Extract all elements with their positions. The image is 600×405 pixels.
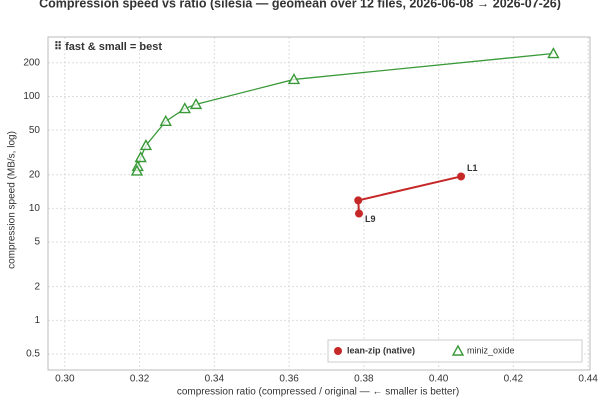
point	[354, 209, 363, 218]
legend-marker	[334, 347, 342, 355]
point	[287, 72, 301, 85]
series-line	[136, 52, 554, 172]
point	[134, 151, 147, 163]
y-tick-label: 50	[29, 125, 41, 136]
point-label: L9	[365, 214, 376, 224]
x-axis-label: compression ratio (compressed / original…	[177, 387, 459, 398]
legend-label: miniz_oxide	[467, 345, 515, 355]
point	[189, 97, 203, 110]
point	[130, 164, 144, 176]
x-tick-label: 0.34	[205, 374, 225, 385]
y-tick-label: 0.5	[26, 349, 40, 360]
x-tick-label: 0.44	[578, 374, 598, 385]
y-tick-label: 2	[34, 281, 40, 292]
x-tick-label: 0.38	[354, 374, 374, 385]
y-tick-label: 100	[23, 91, 40, 102]
point	[354, 196, 363, 205]
point	[159, 114, 172, 127]
point	[178, 102, 191, 114]
x-tick-label: 0.32	[130, 374, 150, 385]
point-label: L1	[467, 163, 478, 173]
y-axis-label: compression speed (MB/s, log)	[7, 131, 18, 269]
annotation: ⠿ fast & small = best	[54, 41, 162, 53]
chart-title: Compression speed vs ratio (silesia — ge…	[39, 0, 561, 10]
point	[547, 47, 560, 59]
legend-marker	[451, 344, 465, 356]
y-tick-label: 1	[34, 315, 40, 326]
point	[139, 139, 153, 151]
x-tick-label: 0.36	[279, 374, 299, 385]
x-tick-label: 0.30	[55, 374, 75, 385]
y-tick-label: 20	[29, 169, 41, 180]
legend-label: lean-zip (native)	[347, 345, 415, 355]
point	[457, 172, 466, 181]
y-tick-label: 5	[34, 237, 40, 248]
y-tick-label: 200	[23, 57, 40, 68]
x-tick-label: 0.40	[429, 374, 449, 385]
x-tick-label: 0.42	[504, 374, 524, 385]
plot-frame	[47, 36, 591, 371]
y-tick-label: 10	[29, 203, 41, 214]
